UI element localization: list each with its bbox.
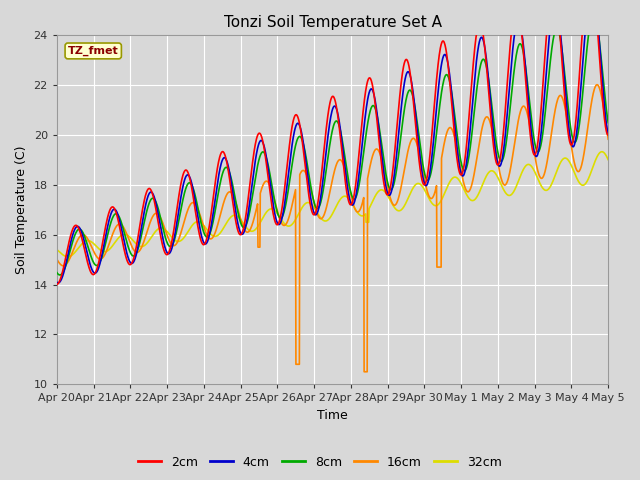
Legend: 2cm, 4cm, 8cm, 16cm, 32cm: 2cm, 4cm, 8cm, 16cm, 32cm bbox=[133, 451, 507, 474]
X-axis label: Time: Time bbox=[317, 409, 348, 422]
Title: Tonzi Soil Temperature Set A: Tonzi Soil Temperature Set A bbox=[223, 15, 442, 30]
Text: TZ_fmet: TZ_fmet bbox=[68, 46, 118, 56]
Y-axis label: Soil Temperature (C): Soil Temperature (C) bbox=[15, 145, 28, 274]
